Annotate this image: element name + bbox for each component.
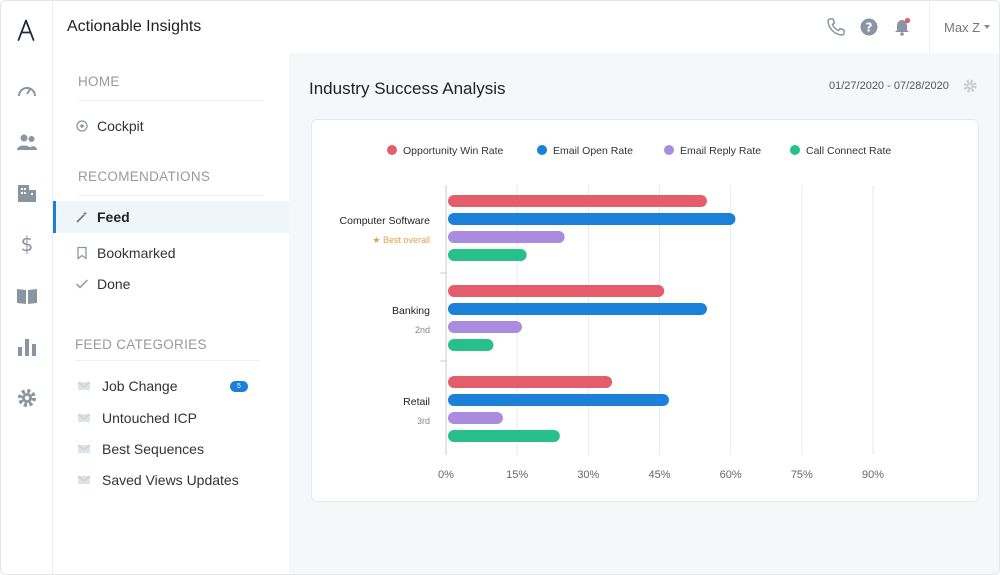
- nav-heading-feed-categories: FEED CATEGORIES: [75, 337, 207, 352]
- logo[interactable]: [14, 19, 40, 51]
- category-untouched-icp[interactable]: Untouched ICP: [53, 402, 289, 434]
- category-label: Best Sequences: [102, 441, 204, 457]
- nav-item-done[interactable]: Done: [53, 268, 289, 300]
- category-label: Computer Software: [340, 215, 431, 227]
- divider: [78, 100, 263, 101]
- chevron-down-icon: [984, 25, 990, 29]
- x-tick-label: 90%: [862, 469, 884, 481]
- x-tick-label: 15%: [506, 469, 528, 481]
- bar: [448, 412, 503, 424]
- nav-item-label: Feed: [97, 209, 130, 225]
- category-saved-views-updates[interactable]: Saved Views Updates: [53, 464, 289, 496]
- x-tick-label: 45%: [648, 469, 670, 481]
- people-icon[interactable]: [15, 130, 39, 154]
- category-sublabel: 2nd: [415, 325, 430, 335]
- divider: [78, 195, 263, 196]
- bar: [448, 285, 665, 297]
- category-sublabel: 3rd: [417, 416, 430, 426]
- bar: [448, 231, 565, 243]
- bell-icon[interactable]: [892, 17, 912, 37]
- bar-chart-icon[interactable]: [15, 335, 39, 359]
- dashboard-gauge-icon[interactable]: [15, 79, 39, 103]
- x-tick-label: 0%: [438, 469, 454, 481]
- category-best-sequences[interactable]: Best Sequences: [53, 433, 289, 465]
- user-name: Max Z: [944, 20, 981, 35]
- nav-heading-home: HOME: [78, 74, 120, 89]
- nav-item-label: Done: [97, 276, 131, 292]
- nav-item-cockpit[interactable]: Cockpit: [53, 110, 289, 142]
- svg-text:?: ?: [866, 21, 873, 35]
- category-job-change[interactable]: Job Change 5: [53, 370, 289, 402]
- envelope-icon: [77, 442, 91, 456]
- category-label: Banking: [392, 305, 430, 317]
- checkmark-icon: [75, 277, 89, 291]
- legend-swatch: [387, 145, 397, 155]
- nav-item-feed[interactable]: Feed: [53, 201, 289, 233]
- bar-chart: Opportunity Win Rate Email Open Rate Email…: [340, 145, 891, 481]
- app-title: Actionable Insights: [67, 18, 202, 35]
- x-tick-label: 30%: [577, 469, 599, 481]
- category-sublabel: ★ Best overall: [372, 235, 430, 245]
- book-icon[interactable]: [15, 284, 39, 308]
- gear-icon[interactable]: [962, 78, 978, 94]
- bar: [448, 376, 613, 388]
- nav-item-bookmarked[interactable]: Bookmarked: [53, 237, 289, 269]
- nav-sidebar: HOME Cockpit RECOMENDATIONS Feed Bookmar…: [53, 53, 289, 574]
- nav-item-label: Cockpit: [97, 118, 144, 134]
- category-label: Retail: [403, 396, 430, 408]
- legend-label: Email Reply Rate: [680, 145, 761, 157]
- x-tick-label: 75%: [791, 469, 813, 481]
- bar: [448, 213, 736, 225]
- legend-swatch: [790, 145, 800, 155]
- divider: [75, 360, 260, 361]
- bar: [448, 394, 669, 406]
- category-label: Job Change: [102, 378, 178, 394]
- gear-icon[interactable]: [15, 386, 39, 410]
- bar: [448, 195, 707, 207]
- nav-heading-recommendations: RECOMENDATIONS: [78, 169, 211, 184]
- count-badge: 5: [230, 381, 248, 392]
- envelope-icon: [77, 411, 91, 425]
- x-tick-label: 60%: [720, 469, 742, 481]
- date-range[interactable]: 01/27/2020 - 07/28/2020: [829, 80, 949, 92]
- legend-label: Email Open Rate: [553, 145, 633, 157]
- legend-swatch: [664, 145, 674, 155]
- category-label: Saved Views Updates: [102, 472, 239, 488]
- dollar-icon[interactable]: $: [15, 232, 39, 256]
- svg-text:$: $: [21, 232, 34, 256]
- help-icon[interactable]: ?: [859, 17, 879, 37]
- bar: [448, 249, 527, 261]
- page-title: Industry Success Analysis: [309, 79, 506, 98]
- legend-label: Opportunity Win Rate: [403, 145, 504, 157]
- top-header: Actionable Insights ? Max Z: [53, 1, 999, 53]
- nav-item-label: Bookmarked: [97, 245, 176, 261]
- target-icon: [75, 119, 89, 133]
- main-content: Industry Success Analysis 01/27/2020 - 0…: [289, 53, 999, 574]
- bar: [448, 303, 707, 315]
- category-label: Untouched ICP: [102, 410, 197, 426]
- bar: [448, 430, 560, 442]
- envelope-icon: [77, 473, 91, 487]
- chart-card: Opportunity Win Rate Email Open Rate Email…: [311, 119, 979, 502]
- icon-rail: $: [1, 1, 53, 574]
- legend-swatch: [537, 145, 547, 155]
- envelope-icon: [77, 379, 91, 393]
- legend-label: Call Connect Rate: [806, 145, 891, 157]
- bookmark-icon: [75, 246, 89, 260]
- building-icon[interactable]: [15, 181, 39, 205]
- user-menu[interactable]: Max Z: [929, 1, 999, 53]
- magic-wand-icon: [75, 210, 89, 224]
- bar: [448, 339, 494, 351]
- phone-icon[interactable]: [826, 17, 846, 37]
- bar: [448, 321, 522, 333]
